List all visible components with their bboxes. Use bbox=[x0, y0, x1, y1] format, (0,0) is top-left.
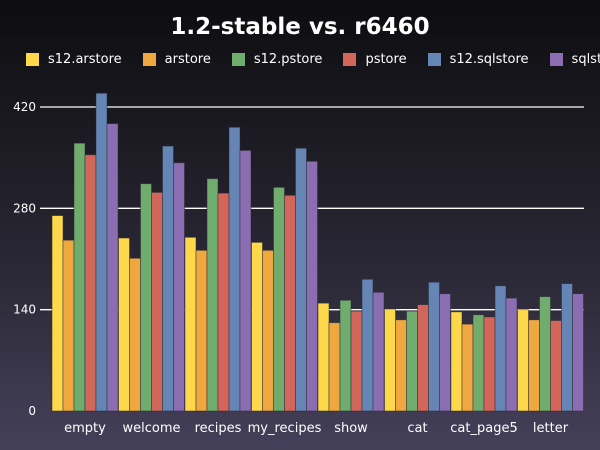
legend: s12.arstore arstore s12.pstore pstore s12.sq… bbox=[26, 52, 600, 67]
bar bbox=[572, 293, 584, 412]
legend-swatch bbox=[427, 53, 441, 66]
legend-swatch bbox=[26, 53, 39, 66]
bar bbox=[129, 257, 141, 412]
bar bbox=[483, 316, 496, 412]
bar bbox=[328, 322, 341, 412]
x-tick-label: recipes bbox=[195, 421, 242, 436]
bar bbox=[306, 160, 318, 412]
bar bbox=[184, 236, 197, 412]
bar bbox=[217, 192, 230, 412]
bar bbox=[284, 194, 296, 412]
bar bbox=[384, 308, 396, 412]
y-tick-label: 420 bbox=[13, 100, 36, 114]
legend-item: pstore bbox=[343, 52, 407, 67]
bar bbox=[428, 281, 440, 412]
bar bbox=[505, 297, 518, 412]
bar bbox=[239, 150, 252, 412]
x-tick-label: letter bbox=[533, 421, 569, 436]
legend-item: sqlstore bbox=[549, 52, 600, 67]
bar bbox=[372, 291, 385, 412]
legend-label: sqlstore bbox=[571, 52, 600, 67]
bar bbox=[461, 323, 474, 412]
bar bbox=[317, 302, 330, 412]
x-tick-label: empty bbox=[64, 421, 106, 436]
bar bbox=[450, 311, 463, 412]
y-tick-label: 140 bbox=[13, 303, 36, 317]
bar bbox=[262, 249, 274, 412]
bar bbox=[528, 319, 540, 412]
bar bbox=[84, 154, 97, 412]
bar bbox=[151, 192, 163, 412]
bar bbox=[417, 304, 429, 412]
legend-item: arstore bbox=[142, 52, 211, 67]
x-tick-label: show bbox=[334, 421, 368, 436]
y-tick-label: 0 bbox=[28, 404, 36, 418]
bar bbox=[162, 145, 174, 412]
legend-swatch bbox=[231, 53, 245, 66]
legend-swatch bbox=[343, 53, 357, 66]
bar bbox=[350, 310, 363, 412]
bar bbox=[472, 314, 485, 412]
bar bbox=[439, 293, 451, 412]
bar bbox=[339, 299, 352, 412]
bar bbox=[62, 239, 75, 412]
legend-label: s12.sqlstore bbox=[449, 52, 529, 67]
bar bbox=[140, 183, 152, 412]
legend-label: s12.pstore bbox=[253, 52, 323, 67]
bar bbox=[206, 178, 219, 412]
legend-label: s12.arstore bbox=[48, 52, 122, 67]
legend-label: arstore bbox=[164, 52, 211, 67]
x-tick-label: welcome bbox=[122, 421, 180, 436]
bar bbox=[195, 249, 208, 412]
chart-title: 1.2-stable vs. r6460 bbox=[170, 14, 430, 40]
bar bbox=[73, 142, 86, 412]
bar bbox=[517, 309, 529, 412]
bar bbox=[251, 241, 263, 412]
bar bbox=[406, 310, 418, 412]
legend-item: s12.arstore bbox=[26, 52, 122, 67]
bar bbox=[295, 147, 307, 412]
x-tick-label: cat bbox=[407, 421, 427, 436]
bar bbox=[118, 237, 130, 412]
bar bbox=[273, 186, 285, 412]
bar bbox=[106, 123, 119, 412]
legend-label: pstore bbox=[365, 52, 407, 67]
bar bbox=[51, 215, 64, 412]
bar bbox=[539, 296, 551, 412]
bar bbox=[173, 162, 185, 412]
bar bbox=[228, 126, 241, 412]
x-tick-label: my_recipes bbox=[248, 421, 322, 436]
bar bbox=[95, 92, 108, 412]
bar bbox=[395, 319, 407, 412]
legend-item: s12.pstore bbox=[231, 52, 323, 67]
y-tick-label: 280 bbox=[13, 201, 36, 215]
bar bbox=[361, 278, 374, 412]
bar bbox=[550, 320, 562, 412]
bar bbox=[561, 283, 573, 412]
x-tick-label: cat_page5 bbox=[450, 421, 517, 436]
legend-item: s12.sqlstore bbox=[427, 52, 529, 67]
bar bbox=[494, 285, 507, 412]
legend-swatch bbox=[549, 53, 563, 66]
legend-swatch bbox=[142, 53, 156, 66]
